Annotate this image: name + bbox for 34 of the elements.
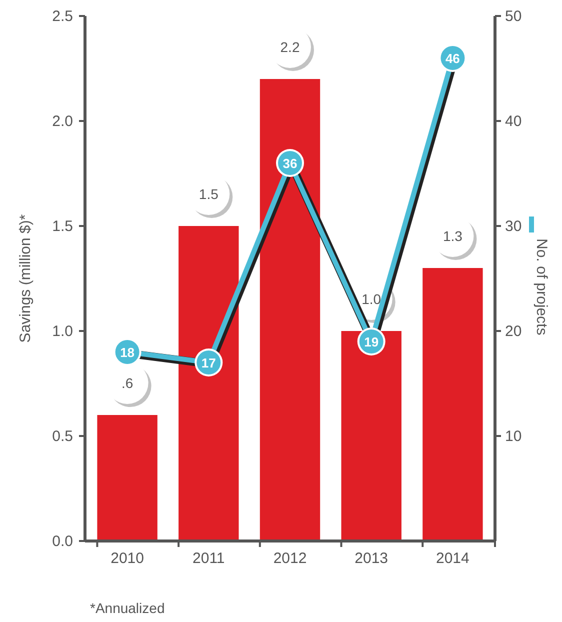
bar: [178, 226, 239, 541]
data-label: 1.0: [362, 291, 382, 307]
x-tick-label: 2010: [110, 550, 144, 567]
data-label: 1.5: [198, 186, 219, 202]
y-tick-label: 0.0: [52, 533, 73, 550]
x-tick-label: 2012: [273, 550, 307, 567]
y-axis-title: Savings (million $)*: [17, 214, 34, 343]
y2-tick-label: 10: [505, 428, 522, 445]
data-label: 1.3: [442, 228, 463, 244]
y2-tick-label: 40: [505, 113, 522, 130]
data-label: 2.2: [280, 39, 300, 55]
y2-tick-label: 20: [505, 323, 522, 340]
y-tick-label: 1.0: [52, 323, 73, 340]
x-tick-label: 2014: [436, 550, 470, 567]
x-tick-label: 2011: [192, 550, 225, 567]
y2-tick-label: 30: [505, 218, 522, 235]
data-label: 17: [201, 356, 216, 370]
data-label: 18: [120, 345, 135, 360]
bar: [97, 415, 158, 541]
text: *Annualized: [90, 600, 165, 616]
y2-tick-label: 50: [505, 8, 522, 25]
data-label: 46: [445, 51, 460, 66]
x-tick-label: 2013: [354, 550, 388, 567]
data-label: 36: [282, 156, 298, 171]
y-tick-label: 1.5: [52, 218, 73, 235]
y-tick-label: 0.5: [52, 428, 73, 445]
data-label: 19: [364, 334, 379, 350]
y-tick-label: 2.5: [52, 8, 73, 25]
legend-label: No. of projects: [533, 238, 550, 336]
bar: [260, 79, 320, 541]
bar: [341, 331, 402, 541]
y-tick-label: 2.0: [52, 113, 73, 130]
data-label: .6: [121, 375, 134, 391]
bar: [422, 268, 483, 541]
